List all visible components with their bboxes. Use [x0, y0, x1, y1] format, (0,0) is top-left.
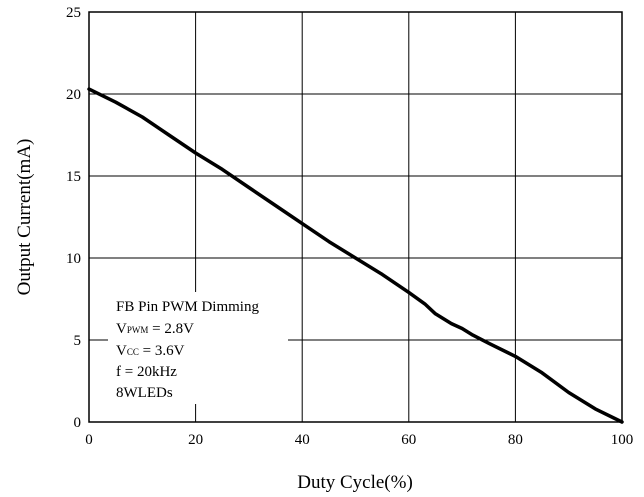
- x-tick-label: 60: [401, 432, 416, 448]
- x-tick-label: 40: [295, 432, 310, 448]
- y-tick-label: 20: [66, 87, 81, 103]
- tick-labels: 0 20 40 60 80 100 0 5 10 15 20 25: [66, 5, 633, 448]
- annotation-line-2: VPWM = 2.8V: [116, 321, 194, 337]
- series-group: [87, 87, 624, 424]
- vpwm-subscript: PWM: [127, 325, 149, 335]
- y-tick-label: 10: [66, 251, 81, 267]
- y-tick-label: 25: [66, 5, 81, 21]
- vcc-symbol: V: [116, 343, 127, 359]
- annotation-line-3: VCC = 3.6V: [116, 343, 185, 359]
- vcc-value: = 3.6V: [139, 343, 185, 359]
- annotation-line-5: 8WLEDs: [116, 385, 173, 401]
- x-tick-label: 0: [85, 432, 93, 448]
- y-axis-title: Output Current(mA): [14, 139, 35, 296]
- series-line-0: [87, 87, 624, 424]
- vcc-subscript: CC: [127, 347, 139, 357]
- y-tick-label: 5: [74, 333, 82, 349]
- y-tick-label: 0: [74, 415, 82, 431]
- vpwm-value: = 2.8V: [148, 321, 194, 337]
- y-tick-label: 15: [66, 169, 81, 185]
- x-tick-label: 80: [508, 432, 523, 448]
- x-axis-title: Duty Cycle(%): [297, 472, 413, 493]
- annotation-box: [108, 292, 288, 404]
- annotation-line-4: f = 20kHz: [116, 364, 177, 380]
- plot-frame: [88, 11, 623, 423]
- x-tick-label: 20: [188, 432, 203, 448]
- vpwm-symbol: V: [116, 321, 127, 337]
- x-tick-label: 100: [611, 432, 634, 448]
- annotation-line-1: FB Pin PWM Dimming: [116, 299, 259, 315]
